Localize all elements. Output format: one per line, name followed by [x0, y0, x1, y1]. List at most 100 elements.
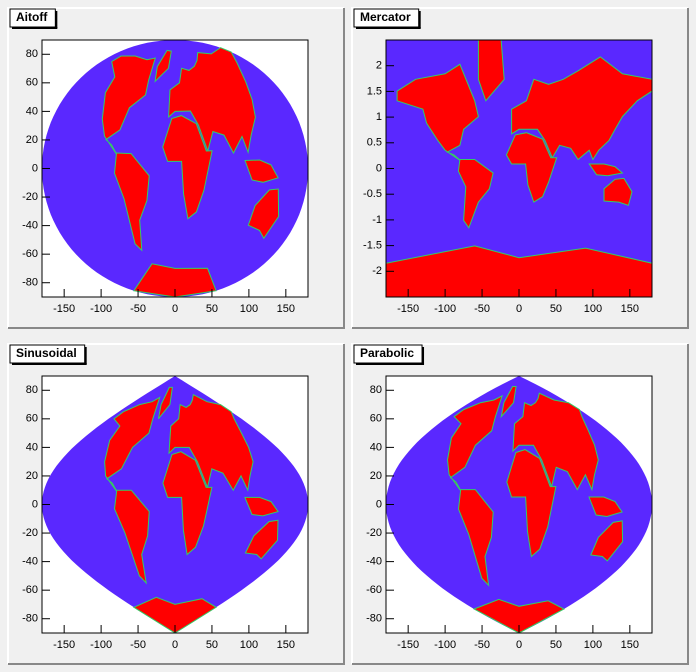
- land: [506, 449, 557, 558]
- y-tick-label: 0: [32, 498, 38, 510]
- y-tick-label: 60: [26, 413, 38, 425]
- land: [168, 47, 256, 155]
- y-tick-label: -20: [366, 527, 382, 539]
- x-tick-label: -100: [90, 303, 112, 315]
- pad-bevel-light: [7, 343, 344, 664]
- y-tick-label: 40: [26, 441, 38, 453]
- x-tick-label: 50: [206, 303, 218, 315]
- y-tick-label: 60: [370, 413, 382, 425]
- land: [590, 520, 624, 562]
- x-tick-label: 0: [516, 639, 522, 651]
- land: [472, 598, 566, 633]
- x-tick-label: -50: [130, 303, 146, 315]
- y-tick-label: 0.5: [367, 137, 382, 149]
- land: [113, 152, 150, 252]
- y-tick-label: -1: [372, 214, 382, 226]
- y-tick-label: -80: [366, 613, 382, 625]
- land: [162, 115, 213, 220]
- y-tick-label: -1.5: [363, 240, 382, 252]
- x-tick-label: -100: [90, 639, 112, 651]
- x-tick-label: 100: [240, 303, 258, 315]
- x-tick-label: 50: [206, 639, 218, 651]
- pad-bevel-dark: [352, 344, 689, 665]
- pad-bevel-light: [351, 7, 688, 328]
- x-tick-label: 0: [172, 303, 178, 315]
- pad: -150 -100 -50 0 50 100 150 -80 -60 -40 -20 0 20 40 60 8…: [7, 7, 345, 329]
- y-tick-label: -80: [22, 613, 38, 625]
- land: [162, 451, 213, 556]
- y-tick-label: 40: [370, 441, 382, 453]
- x-tick-label: -150: [397, 303, 419, 315]
- x-tick-label: 150: [277, 303, 295, 315]
- land: [603, 177, 633, 207]
- y-tick-label: 40: [26, 105, 38, 117]
- land: [588, 163, 624, 177]
- x-tick-label: -100: [434, 303, 456, 315]
- land: [133, 263, 217, 297]
- chart-title: Aitoff: [16, 10, 48, 24]
- land: [500, 386, 517, 419]
- y-tick-label: 20: [370, 470, 382, 482]
- pad: -150 -100 -50 0 50 100 150 -80 -60 -40 -20 0 20 40 60 8…: [7, 343, 345, 665]
- land: [588, 496, 623, 518]
- y-tick-label: -2: [372, 265, 382, 277]
- map: [42, 40, 308, 297]
- y-tick-label: 0: [376, 162, 382, 174]
- y-tick-label: -40: [22, 220, 38, 232]
- x-tick-label: -150: [53, 639, 75, 651]
- y-tick-label: 80: [370, 384, 382, 396]
- y-tick-label: -20: [22, 191, 38, 203]
- land: [244, 159, 279, 183]
- x-tick-label: -50: [474, 639, 490, 651]
- x-tick-label: 100: [584, 639, 602, 651]
- chart-title: Sinusoidal: [16, 346, 77, 360]
- x-tick-label: 0: [172, 639, 178, 651]
- land: [244, 496, 279, 517]
- land: [154, 49, 172, 83]
- y-tick-label: -40: [366, 556, 382, 568]
- land: [477, 40, 505, 102]
- x-tick-label: 100: [584, 303, 602, 315]
- y-tick-label: 20: [26, 470, 38, 482]
- y-tick-label: -60: [22, 248, 38, 260]
- pad: -150 -100 -50 0 50 100 150 -2 -1.5 -1 -0.5 0 0.5 1 1.5…: [351, 7, 689, 329]
- x-tick-label: -50: [474, 303, 490, 315]
- y-tick-label: 80: [26, 384, 38, 396]
- y-tick-label: 80: [26, 48, 38, 60]
- pad-bevel-dark: [8, 8, 345, 329]
- y-tick-label: 0: [32, 162, 38, 174]
- chart-title: Parabolic: [360, 346, 414, 360]
- y-tick-label: -0.5: [363, 188, 382, 200]
- x-tick-label: 150: [621, 303, 639, 315]
- x-tick-label: 100: [240, 639, 258, 651]
- pad-bevel-dark: [352, 8, 689, 329]
- y-tick-label: 20: [26, 134, 38, 146]
- land: [511, 56, 652, 161]
- y-tick-label: -20: [22, 527, 38, 539]
- pad-bevel-dark: [8, 344, 345, 665]
- y-tick-label: 2: [376, 60, 382, 72]
- land: [446, 394, 503, 493]
- pad-bevel-light: [351, 343, 688, 664]
- y-tick-label: -60: [366, 584, 382, 596]
- land: [457, 489, 494, 587]
- x-tick-label: -100: [434, 639, 456, 651]
- land: [247, 188, 280, 240]
- x-tick-label: 50: [550, 639, 562, 651]
- map: [386, 376, 652, 633]
- x-tick-label: -150: [397, 639, 419, 651]
- land: [396, 63, 479, 162]
- chart-title: Mercator: [360, 10, 411, 24]
- x-tick-label: 150: [621, 639, 639, 651]
- land: [104, 396, 161, 494]
- y-tick-label: 1.5: [367, 85, 382, 97]
- pad: -150 -100 -50 0 50 100 150 -80 -60 -40 -20 0 20 40 60 8…: [351, 343, 689, 665]
- pad-bevel-light: [7, 7, 344, 328]
- land: [101, 55, 157, 157]
- x-tick-label: -150: [53, 303, 75, 315]
- land: [457, 159, 494, 229]
- y-tick-label: 0: [376, 498, 382, 510]
- y-tick-label: 60: [26, 77, 38, 89]
- y-tick-label: -60: [22, 584, 38, 596]
